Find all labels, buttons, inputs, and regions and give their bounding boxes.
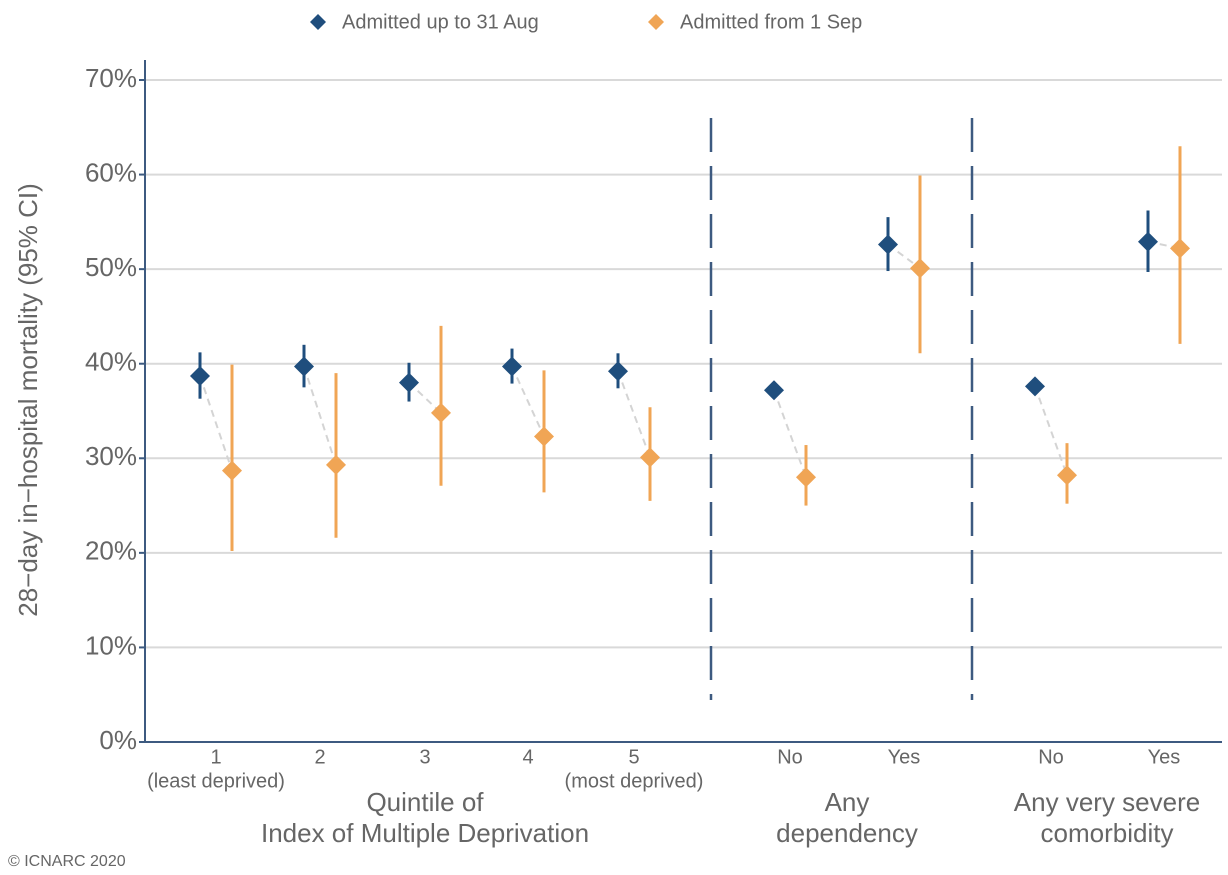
- point: [502, 356, 522, 377]
- point: [534, 426, 554, 447]
- y-axis-title: 28−day in−hospital mortality (95% CI): [13, 183, 43, 617]
- connector: [773, 389, 807, 478]
- x-tick-label: No: [777, 746, 803, 768]
- point: [764, 380, 784, 401]
- point: [431, 402, 451, 423]
- x-tick-label: Yes: [1148, 746, 1181, 768]
- y-tick-label: 50%: [85, 252, 137, 282]
- connector: [408, 381, 442, 414]
- group-title: Any very severe: [1014, 787, 1200, 817]
- y-tick-label: 0%: [99, 725, 137, 755]
- group-title: comorbidity: [1041, 818, 1174, 848]
- x-tick-label: 2: [314, 746, 325, 768]
- x-tick-label: Yes: [888, 746, 921, 768]
- group-title: Index of Multiple Deprivation: [261, 818, 589, 848]
- y-tick-label: 60%: [85, 157, 137, 187]
- point: [399, 372, 419, 393]
- legend-label: Admitted up to 31 Aug: [342, 11, 539, 33]
- point: [326, 454, 346, 475]
- x-tick-note: (least deprived): [147, 770, 285, 792]
- point: [878, 234, 898, 255]
- point: [1170, 238, 1190, 259]
- point: [190, 366, 210, 387]
- point: [294, 356, 314, 377]
- group-title: dependency: [776, 818, 918, 848]
- y-tick-label: 10%: [85, 630, 137, 660]
- connector: [617, 370, 651, 458]
- group-title: Quintile of: [366, 787, 484, 817]
- y-tick-label: 20%: [85, 536, 137, 566]
- connector: [199, 375, 233, 471]
- point: [608, 361, 628, 382]
- connector: [303, 366, 337, 466]
- footnote: © ICNARC 2020: [8, 853, 126, 870]
- legend-marker: [310, 14, 326, 30]
- legend-marker: [648, 14, 664, 30]
- point: [222, 460, 242, 481]
- x-tick-label: No: [1038, 746, 1064, 768]
- x-tick-note: (most deprived): [565, 770, 704, 792]
- x-tick-label: 1: [210, 746, 221, 768]
- point: [796, 467, 816, 488]
- legend-label: Admitted from 1 Sep: [680, 11, 862, 33]
- point: [1025, 376, 1045, 397]
- group-title: Any: [825, 787, 870, 817]
- point: [910, 258, 930, 279]
- connector: [511, 366, 545, 437]
- x-tick-label: 5: [628, 746, 639, 768]
- point: [640, 447, 660, 468]
- point: [1138, 231, 1158, 252]
- connector: [1034, 386, 1068, 476]
- y-tick-label: 70%: [85, 63, 137, 93]
- x-tick-label: 4: [522, 746, 533, 768]
- y-tick-label: 40%: [85, 347, 137, 377]
- y-tick-label: 30%: [85, 441, 137, 471]
- x-tick-label: 3: [419, 746, 430, 768]
- point: [1057, 465, 1077, 486]
